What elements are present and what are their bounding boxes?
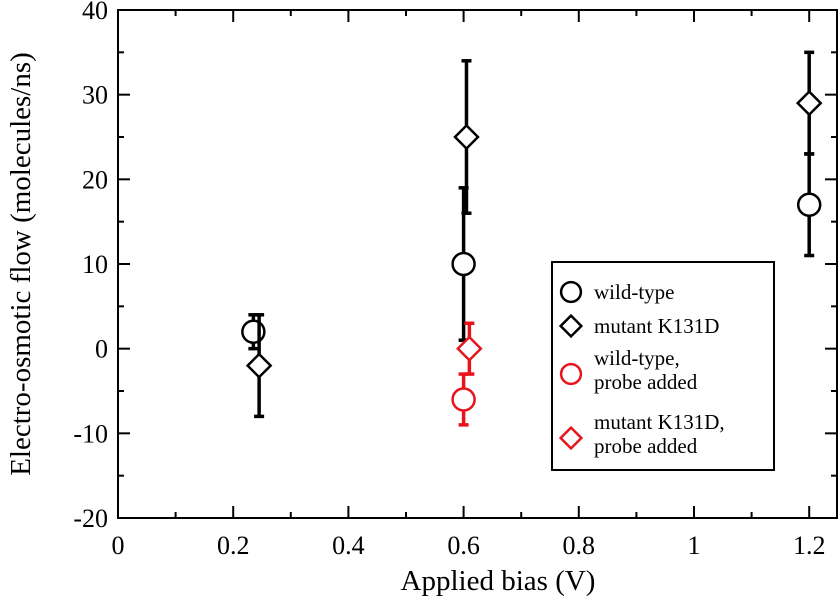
legend-label-line: mutant K131D: [594, 314, 719, 338]
y-tick-label: -10: [73, 419, 108, 448]
legend-label-line: probe added: [594, 434, 698, 458]
data-point-diamond: [453, 123, 480, 151]
x-tick-label: 1: [688, 531, 701, 560]
series-3: [456, 321, 483, 376]
legend-label: wild-type, probe added: [594, 346, 698, 394]
data-point-diamond: [795, 89, 823, 117]
legend-label: mutant K131D, probe added: [594, 410, 725, 458]
x-tick-label: 0: [112, 531, 125, 560]
x-tick-label: 0.6: [447, 531, 480, 560]
legend-label-line: wild-type: [594, 280, 674, 304]
y-tick-label: 40: [82, 0, 108, 25]
legend-marker-circle: [559, 280, 583, 304]
y-tick-label: 0: [95, 335, 108, 364]
data-point-circle: [796, 192, 822, 217]
legend-marker-diamond: [558, 425, 584, 451]
legend-label-line: wild-type,: [594, 346, 680, 370]
data-point-circle: [451, 251, 476, 277]
data-point-diamond: [245, 352, 273, 379]
y-tick-label: 30: [82, 81, 108, 110]
legend-label: mutant K131D: [594, 314, 719, 338]
legend-label: wild-type: [594, 280, 674, 304]
y-tick-label: -20: [73, 504, 108, 533]
legend-label-line: probe added: [594, 370, 698, 394]
legend-label-line: mutant K131D,: [594, 410, 725, 434]
y-tick-label: 10: [82, 250, 108, 279]
x-tick-label: 0.8: [563, 531, 596, 560]
legend-box: [551, 261, 775, 471]
series-2: [451, 372, 476, 427]
y-axis-title: Electro-osmotic flow (molecules/ns): [5, 52, 37, 476]
series-1: [245, 50, 823, 419]
legend-marker-diamond: [558, 313, 584, 339]
x-tick-label: 0.4: [332, 531, 365, 560]
x-axis-title: Applied bias (V): [401, 565, 596, 597]
data-point-circle: [451, 387, 476, 412]
x-tick-label: 1.2: [793, 531, 826, 560]
data-point-circle: [241, 319, 266, 344]
y-tick-label: 20: [82, 165, 108, 194]
data-point-diamond: [456, 335, 483, 362]
legend-marker-circle: [559, 362, 583, 386]
x-tick-label: 0.2: [217, 531, 250, 560]
